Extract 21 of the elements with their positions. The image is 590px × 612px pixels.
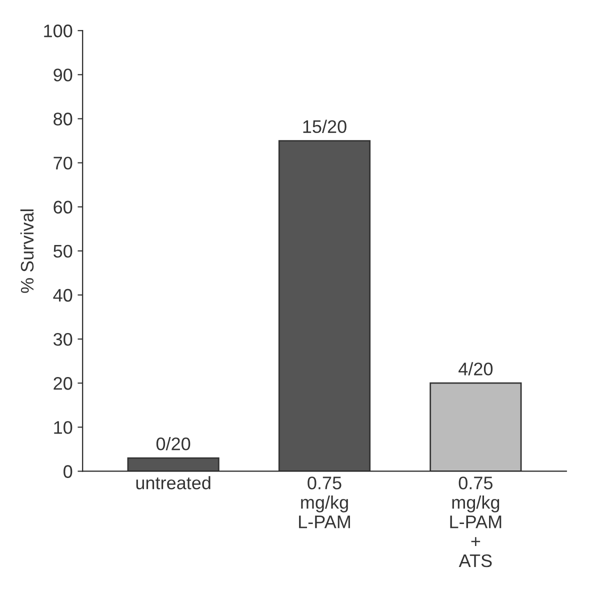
y-axis-title: % Survival [20, 209, 34, 293]
y-tick-label: 10 [54, 421, 72, 434]
data-label: 4/20 [458, 362, 493, 376]
y-tick-label: 50 [54, 244, 72, 258]
y-tick-label: 60 [54, 200, 72, 214]
y-tick-label: 40 [53, 288, 72, 302]
x-tick-label: 0.75 mg/kg L-PAM + ATS [450, 476, 502, 568]
x-tick-label: untreated [136, 476, 210, 490]
data-label: 0/20 [156, 437, 190, 450]
bar [127, 457, 220, 472]
y-tick-label: 30 [53, 332, 72, 346]
y-tick-label: 20 [54, 377, 72, 390]
bar [278, 140, 371, 472]
y-tick-label: 90 [54, 68, 72, 82]
bar [430, 382, 522, 472]
x-tick-label: 0.75 mg/kg L-PAM [299, 476, 350, 528]
y-tick-label: 0 [64, 465, 72, 478]
data-label: 15/20 [303, 120, 346, 134]
y-tick-label: 100 [44, 24, 72, 38]
y-tick-label: 80 [54, 112, 72, 126]
y-tick-label: 70 [54, 156, 72, 170]
